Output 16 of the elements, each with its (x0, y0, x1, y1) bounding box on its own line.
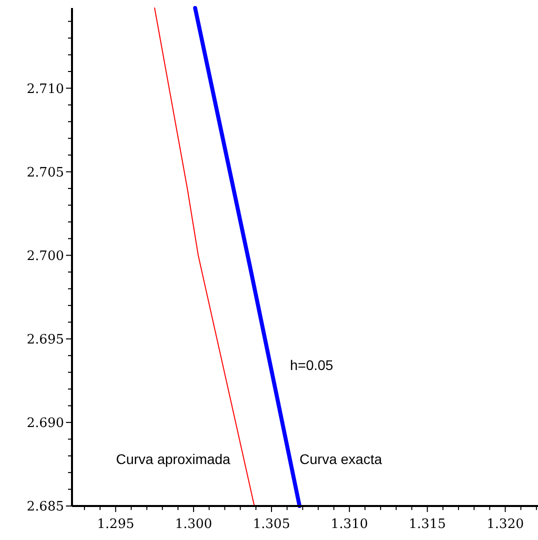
y-tick-label: 2.700 (26, 248, 64, 264)
y-tick-label: 2.690 (26, 416, 64, 431)
y-tick-label: 2.710 (26, 82, 64, 97)
annotation: h=0.05 (290, 357, 334, 373)
series-label: Curva exacta (300, 451, 382, 467)
x-tick-label: 1.300 (174, 517, 212, 532)
y-tick-label: 2.685 (26, 500, 64, 515)
x-tick-label: 1.305 (252, 517, 290, 532)
series-label: Curva aproximada (116, 451, 231, 467)
line-series (154, 8, 255, 506)
x-tick-label: 1.315 (408, 517, 446, 532)
x-tick-label: 1.295 (97, 517, 134, 532)
y-tick-label: 2.705 (26, 165, 64, 180)
y-tick-label: 2.695 (26, 332, 64, 348)
x-tick-label: 1.320 (486, 517, 524, 532)
x-tick-label: 1.310 (330, 517, 368, 532)
